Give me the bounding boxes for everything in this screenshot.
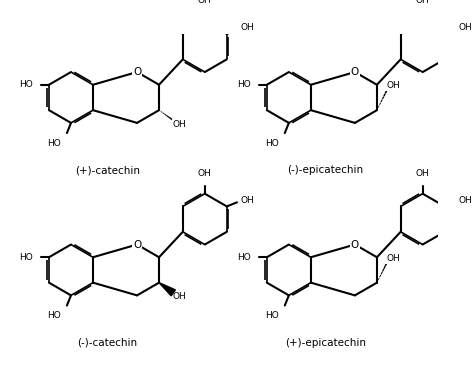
Text: O: O — [351, 239, 359, 250]
Text: O: O — [133, 67, 141, 77]
Text: OH: OH — [458, 23, 472, 32]
Text: HO: HO — [237, 253, 251, 262]
Text: OH: OH — [198, 0, 212, 5]
Text: OH: OH — [386, 254, 400, 263]
Text: HO: HO — [19, 80, 33, 89]
Text: HO: HO — [237, 80, 251, 89]
Text: OH: OH — [416, 0, 429, 5]
Text: HO: HO — [47, 311, 61, 320]
Text: OH: OH — [240, 23, 254, 32]
Text: (+)-epicatechin: (+)-epicatechin — [285, 337, 365, 348]
Text: HO: HO — [265, 311, 279, 320]
Text: HO: HO — [265, 139, 279, 148]
Text: OH: OH — [173, 292, 186, 301]
Text: OH: OH — [198, 169, 212, 178]
Text: OH: OH — [173, 120, 186, 129]
Text: (+)-catechin: (+)-catechin — [75, 165, 140, 175]
Text: OH: OH — [416, 169, 429, 178]
Text: O: O — [351, 67, 359, 77]
Text: OH: OH — [458, 196, 472, 205]
Polygon shape — [159, 283, 175, 296]
Text: HO: HO — [47, 139, 61, 148]
Text: (-)-epicatechin: (-)-epicatechin — [287, 165, 363, 175]
Text: HO: HO — [19, 253, 33, 262]
Text: O: O — [133, 239, 141, 250]
Text: OH: OH — [240, 196, 254, 205]
Text: OH: OH — [386, 81, 400, 90]
Text: (-)-catechin: (-)-catechin — [77, 337, 137, 348]
